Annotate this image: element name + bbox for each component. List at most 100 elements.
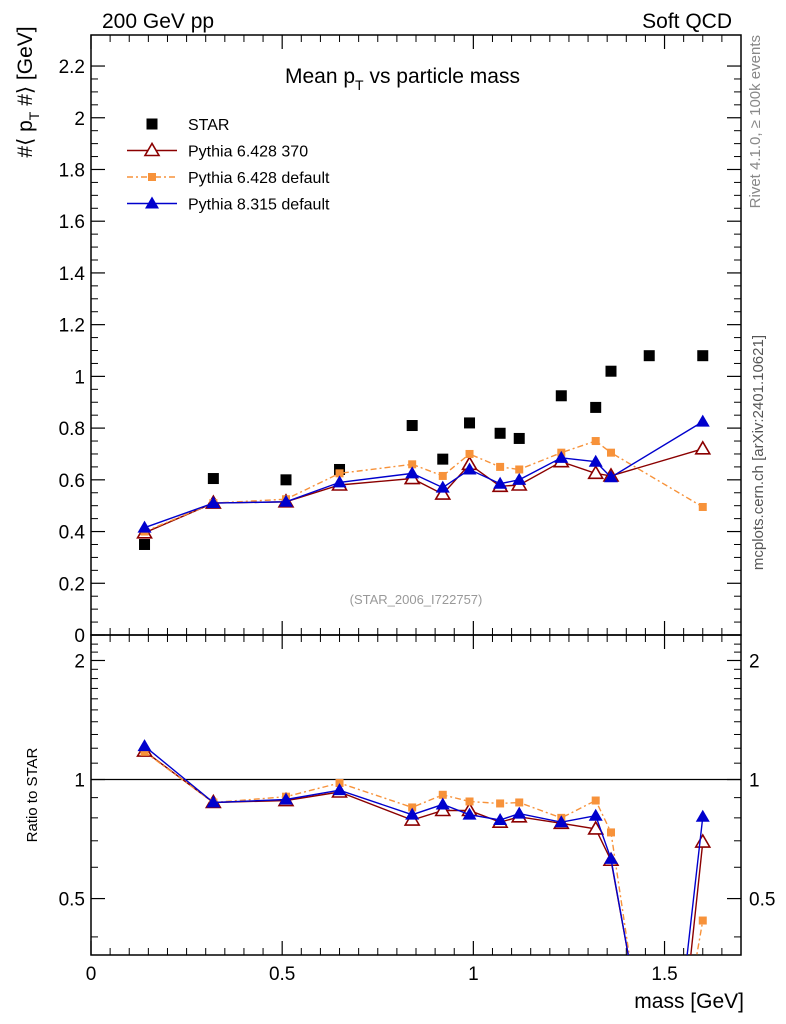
ratio-point-pythia-6-428-default	[515, 798, 524, 807]
rivet-label: Rivet 4.1.0, ≥ 100k events	[747, 35, 764, 208]
ratio-series-layer	[136, 739, 712, 955]
x-ticks: 0 0.5 1 1.5	[86, 35, 742, 985]
legend-marker-pythia-6-428-default	[148, 173, 156, 181]
xtick-label: 1.5	[651, 964, 677, 985]
main-point-star	[207, 473, 219, 485]
main-point-pythia-8-315-default	[332, 475, 347, 488]
legend-label-pythia-6-428-default: Pythia 6.428 default	[188, 170, 330, 187]
main-point-star	[464, 417, 476, 429]
ratio-point-pythia-8-315-default	[332, 783, 347, 796]
main-point-star	[494, 427, 506, 439]
xtick-label: 0	[86, 964, 97, 985]
main-point-star	[590, 401, 602, 413]
ratio-plot-frame	[90, 634, 742, 956]
ratio-point-pythia-6-428-default	[408, 803, 417, 812]
analysis-watermark: (STAR_2006_I722757)	[350, 592, 483, 607]
main-point-pythia-8-315-default	[493, 476, 508, 489]
main-point-pythia-6-428-default	[408, 460, 417, 469]
main-point-pythia-8-315-default	[206, 496, 221, 509]
ratio-line-pythia-6-428-default	[144, 751, 704, 955]
main-y-ticks: 0 0.2 0.4 0.6 0.8 1 1.2 1.4 1.6 1.8 2 2.2	[59, 57, 741, 647]
ratio-y-ticks: 0.5 0.5 1 1 2 2	[59, 643, 775, 938]
legend-label-pythia-8-315-default: Pythia 8.315 default	[188, 197, 330, 214]
main-point-pythia-8-315-default	[695, 414, 710, 427]
main-ytick-label: 0.6	[59, 471, 85, 492]
ratio-point-pythia-8-315-default	[493, 813, 508, 826]
main-point-pythia-6-428-default	[335, 469, 344, 478]
main-ytick-label: 1.6	[59, 212, 85, 233]
legend-marker-star	[146, 118, 158, 130]
chart-title: Mean pT vs particle mass	[285, 65, 520, 93]
ratio-ytick-label: 0.5	[59, 890, 85, 911]
ratio-point-pythia-6-428-default	[465, 797, 474, 806]
main-point-star	[406, 420, 418, 432]
ratio-point-pythia-6-428-default	[607, 828, 615, 837]
ratio-point-pythia-6-428-default	[496, 799, 505, 808]
main-point-pythia-6-428-370	[694, 440, 712, 455]
main-ytick-label: 1	[74, 367, 85, 388]
main-point-pythia-8-315-default	[405, 466, 420, 479]
main-ytick-label: 0.2	[59, 574, 85, 595]
ratio-point-pythia-6-428-default	[438, 790, 447, 799]
main-point-pythia-6-428-default	[698, 502, 707, 511]
header-left: 200 GeV pp	[102, 10, 214, 33]
main-point-pythia-6-428-default	[465, 449, 474, 458]
legend-label-star: STAR	[188, 117, 229, 134]
legend-marker-pythia-8-315-default	[145, 196, 159, 209]
ratio-ytick-label: 2	[74, 651, 85, 672]
main-ytick-label: 1.2	[59, 316, 85, 337]
main-point-pythia-6-428-370	[434, 485, 452, 500]
ratio-line-pythia-8-315-default	[144, 745, 704, 955]
main-point-star	[513, 432, 525, 444]
legend-marker-pythia-6-428-370	[143, 141, 161, 157]
main-point-pythia-6-428-default	[607, 448, 615, 457]
ratio-ytick-label-right: 0.5	[749, 890, 775, 911]
main-ytick-label: 1.4	[59, 264, 86, 285]
ratio-ytick-label-right: 1	[749, 771, 760, 792]
main-point-star	[555, 390, 567, 402]
ratio-point-pythia-8-315-default	[588, 808, 603, 821]
x-axis-label: mass [GeV]	[634, 990, 744, 1013]
main-point-pythia-8-315-default	[512, 472, 527, 485]
main-point-pythia-6-428-370	[587, 464, 605, 480]
ratio-point-pythia-6-428-default	[591, 796, 600, 805]
ratio-point-pythia-8-315-default	[554, 815, 569, 828]
main-point-pythia-6-428-default	[438, 471, 447, 480]
ratio-line-pythia-6-428-370	[144, 750, 704, 955]
main-line-pythia-8-315-default	[144, 421, 704, 529]
ratio-point-pythia-8-315-default	[279, 792, 293, 805]
main-line-pythia-6-428-default	[144, 440, 704, 533]
ratio-ytick-label: 1	[74, 771, 85, 792]
ratio-point-pythia-8-315-default	[604, 851, 618, 864]
ratio-point-pythia-6-428-default	[140, 747, 149, 756]
main-point-pythia-8-315-default	[604, 470, 618, 483]
header-right: Soft QCD	[642, 10, 732, 33]
main-point-pythia-8-315-default	[279, 494, 293, 507]
main-ytick-label: 1.8	[59, 160, 85, 181]
main-point-pythia-8-315-default	[588, 454, 603, 467]
main-point-pythia-6-428-default	[496, 462, 505, 471]
main-point-pythia-8-315-default	[137, 520, 152, 533]
main-y-axis-label: #⟨ pT #⟩ [GeV]	[14, 26, 42, 157]
xtick-label: 1	[468, 964, 479, 985]
ratio-point-pythia-8-315-default	[435, 797, 450, 810]
legend: STAR Pythia 6.428 370 Pythia 6.428 default…	[127, 117, 330, 214]
mcplots-label: mcplots.cern.ch [arXiv:2401.10621]	[750, 335, 767, 570]
main-point-star	[697, 350, 709, 362]
ratio-point-pythia-8-315-default	[462, 807, 477, 820]
main-point-pythia-8-315-default	[435, 480, 450, 493]
main-line-pythia-6-428-370	[144, 448, 703, 534]
main-point-pythia-6-428-default	[515, 465, 524, 474]
main-ytick-label: 0.8	[59, 419, 85, 440]
main-ytick-label: 0	[74, 626, 85, 647]
ratio-point-pythia-6-428-370	[587, 820, 605, 835]
main-point-star	[437, 453, 449, 465]
main-point-pythia-8-315-default	[462, 462, 477, 475]
main-point-star	[605, 365, 617, 377]
ratio-y-axis-label: Ratio to STAR	[24, 747, 41, 842]
main-point-star	[139, 538, 151, 550]
ratio-point-pythia-6-428-default	[335, 779, 344, 788]
main-ytick-label: 2	[74, 109, 85, 130]
ratio-ytick-label-right: 2	[749, 651, 760, 672]
